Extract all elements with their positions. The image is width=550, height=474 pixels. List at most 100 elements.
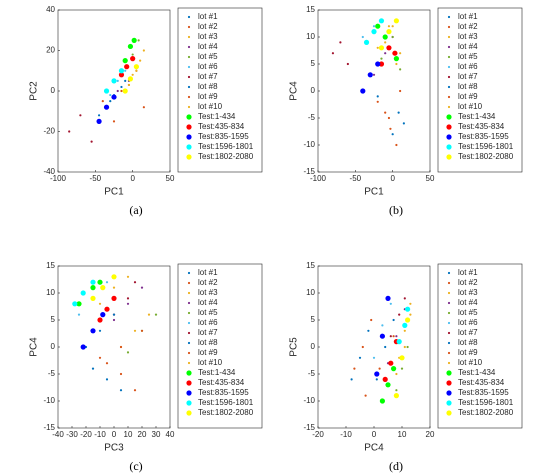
x-tick-label: -20 <box>312 430 324 439</box>
y-tick-label: 5 <box>311 59 316 68</box>
point <box>375 23 381 29</box>
legend-label: lot #2 <box>458 278 478 287</box>
point <box>101 100 104 103</box>
point <box>118 68 125 74</box>
legend-label: lot #4 <box>458 298 478 307</box>
point <box>398 313 401 316</box>
y-tick-label: 15 <box>306 261 315 270</box>
point <box>392 335 395 338</box>
x-axis-label: PC4 <box>364 443 384 454</box>
legend-label: lot #9 <box>458 348 478 357</box>
legend-label: lot #5 <box>198 52 218 61</box>
x-tick-label: 0 <box>390 174 395 183</box>
point <box>393 393 399 399</box>
legend-label: lot #10 <box>458 358 483 367</box>
legend-label: Test:1-434 <box>198 112 236 121</box>
point <box>116 89 119 93</box>
point <box>395 372 398 376</box>
y-tick-label: -10 <box>303 396 315 405</box>
point <box>409 302 412 305</box>
point <box>376 46 379 49</box>
legend-label: lot #8 <box>458 82 478 91</box>
legend-box <box>177 7 263 173</box>
point <box>98 302 102 305</box>
point <box>399 355 405 361</box>
legend-label: lot #9 <box>198 348 218 357</box>
point <box>131 53 134 56</box>
x-tick-label: 20 <box>426 430 435 439</box>
legend-marker <box>187 15 191 19</box>
point <box>126 297 130 300</box>
legend-marker <box>446 410 452 416</box>
point <box>142 106 145 109</box>
legend-label: Test:1802-2080 <box>198 152 254 161</box>
point <box>105 362 109 365</box>
point <box>395 143 398 147</box>
point <box>97 114 101 117</box>
y-tick-label: 0 <box>51 86 56 95</box>
legend-marker <box>447 351 451 355</box>
x-tick-label: 50 <box>426 174 435 183</box>
legend-label: lot #6 <box>458 318 478 327</box>
legend-label: lot #8 <box>198 82 218 91</box>
x-tick-label: -50 <box>90 174 102 183</box>
point <box>346 62 349 66</box>
point <box>111 78 117 84</box>
point <box>112 286 116 289</box>
x-tick-label: 0 <box>130 174 135 183</box>
x-tick-label: -30 <box>66 430 78 439</box>
point <box>367 329 370 332</box>
legend-marker <box>447 45 451 49</box>
legend-label: Test:435-834 <box>458 122 505 131</box>
point <box>126 275 130 278</box>
legend-label: Test:435-834 <box>458 378 505 387</box>
legend-marker <box>447 35 451 39</box>
legend-label: lot #9 <box>458 92 478 101</box>
point <box>389 335 392 338</box>
point <box>378 61 385 67</box>
point <box>90 295 96 301</box>
x-axis-label: PC1 <box>364 187 384 198</box>
point <box>370 318 373 322</box>
point <box>405 317 411 323</box>
legend-label: Test:1596-1801 <box>458 398 514 407</box>
point <box>395 335 398 338</box>
point <box>339 41 342 44</box>
legend-marker <box>187 341 191 345</box>
y-tick-label: 20 <box>46 46 55 55</box>
point <box>104 306 110 312</box>
point <box>126 351 130 354</box>
legend-marker <box>447 95 451 99</box>
point <box>90 279 96 285</box>
point <box>79 114 82 117</box>
point <box>353 367 356 370</box>
legend-marker <box>187 105 191 109</box>
legend-marker <box>446 370 452 376</box>
legend-marker <box>447 361 451 365</box>
point <box>378 367 381 370</box>
y-tick-label: 5 <box>51 315 56 324</box>
point <box>96 118 102 124</box>
legend-label: lot #9 <box>198 92 218 101</box>
point <box>379 333 385 339</box>
point <box>109 93 112 97</box>
legend-marker <box>447 281 451 285</box>
legend-marker <box>187 311 191 315</box>
x-tick-label: 40 <box>166 430 175 439</box>
legend-label: lot #5 <box>458 52 478 61</box>
legend-marker <box>447 331 451 335</box>
legend-marker <box>186 410 192 416</box>
point <box>392 50 398 56</box>
point <box>388 360 394 366</box>
point <box>331 52 335 55</box>
point <box>360 88 366 94</box>
legend-label: lot #5 <box>458 308 478 317</box>
y-tick-label: 0 <box>51 342 56 351</box>
point <box>403 297 406 300</box>
y-axis-label: PC2 <box>29 81 40 101</box>
point <box>131 37 137 43</box>
point <box>397 111 400 114</box>
point <box>391 25 394 28</box>
